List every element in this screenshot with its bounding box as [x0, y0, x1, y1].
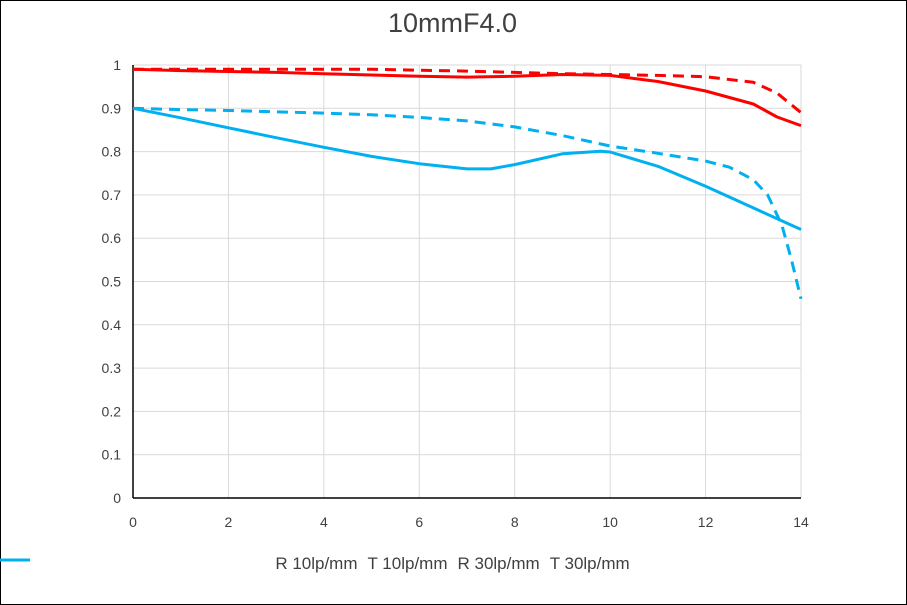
series-line-r-30lp-mm: [132, 106, 802, 231]
y-tick-label: 0.7: [102, 187, 122, 203]
legend-label: T 10lp/mm: [367, 554, 448, 573]
legend-label: T 30lp/mm: [549, 554, 630, 573]
y-tick-label: 0.2: [102, 403, 122, 419]
legend-label: R 10lp/mm: [275, 554, 358, 573]
x-tick-label: 12: [698, 514, 714, 530]
y-tick-label: 0.1: [102, 447, 122, 463]
series-line-t-30lp-mm: [132, 106, 803, 300]
y-tick-label: 0.9: [102, 100, 122, 116]
series-lines: [132, 67, 803, 300]
series-line-r-10lp-mm: [132, 67, 802, 128]
y-tick-label: 0.8: [102, 144, 122, 160]
x-tick-label: 10: [602, 514, 618, 530]
x-tick-label: 6: [415, 514, 423, 530]
x-tick-label: 0: [129, 514, 137, 530]
legend-item: T 30lp/mm: [0, 554, 630, 574]
y-tick-label: 0.6: [102, 230, 122, 246]
x-tick-label: 14: [793, 514, 809, 530]
legend-item: T 10lp/mm: [0, 554, 448, 574]
x-tick-label: 4: [320, 514, 328, 530]
x-tick-labels: 0 2 4 6 8 10 12 14: [129, 514, 809, 530]
legend-label: R 30lp/mm: [457, 554, 540, 573]
x-tick-label: 8: [511, 514, 519, 530]
chart-legend: R 10lp/mm T 10lp/mm R 30lp/mm T 30lp/mm: [0, 554, 905, 574]
y-tick-label: 1: [113, 57, 121, 73]
series-line-t-10lp-mm: [133, 67, 802, 114]
y-tick-label: 0.3: [102, 360, 122, 376]
y-tick-label: 0.4: [102, 317, 122, 333]
y-tick-label: 0: [113, 490, 121, 506]
y-tick-labels: 0 0.1 0.2 0.3 0.4 0.5 0.6 0.7 0.8 0.9 1: [102, 57, 122, 506]
axis-lines: [132, 65, 801, 499]
legend-swatch: [0, 558, 30, 562]
legend-item: R 30lp/mm: [0, 554, 540, 574]
legend-item: R 10lp/mm: [0, 554, 358, 574]
grid-lines: [132, 64, 802, 499]
chart-title: 10mmF4.0: [387, 8, 518, 38]
y-tick-label: 0.5: [102, 274, 122, 290]
x-tick-label: 2: [225, 514, 233, 530]
